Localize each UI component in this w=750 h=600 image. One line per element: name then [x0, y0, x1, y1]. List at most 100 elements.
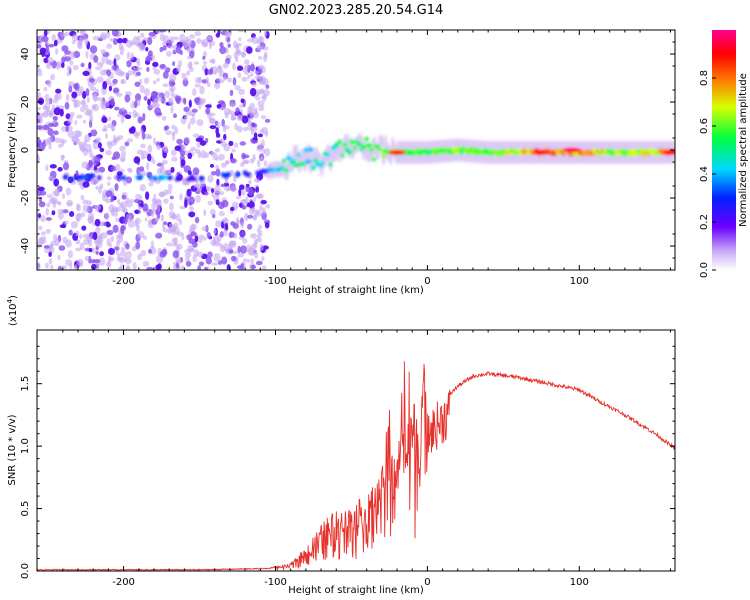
noise-speck [132, 262, 137, 270]
noise-speck [50, 196, 58, 204]
noise-speck [184, 137, 191, 145]
noise-speck [168, 97, 172, 105]
noise-speck [211, 58, 216, 65]
noise-speck [37, 106, 42, 111]
noise-speck [187, 244, 195, 252]
noise-speck [253, 240, 258, 249]
noise-speck [91, 247, 96, 253]
noise-speck [237, 72, 242, 79]
noise-speck [73, 99, 78, 109]
noise-speck [137, 253, 143, 261]
noise-speck [134, 93, 142, 102]
noise-speck [147, 98, 151, 106]
noise-speck [37, 112, 46, 118]
noise-speck [87, 216, 94, 224]
noise-speck [193, 183, 200, 189]
noise-speck [203, 61, 208, 65]
noise-speck [37, 67, 41, 72]
noise-speck [201, 226, 208, 232]
noise-speck [213, 228, 217, 235]
noise-speck [85, 51, 89, 59]
noise-speck [219, 46, 227, 55]
noise-speck [123, 216, 128, 225]
noise-speck [143, 96, 148, 101]
noise-speck [205, 77, 209, 84]
ridge-core [349, 139, 356, 145]
noise-speck [107, 141, 113, 150]
noise-speck [250, 233, 257, 239]
noise-speck [136, 60, 141, 67]
noise-speck [227, 77, 233, 83]
noise-speck [175, 45, 182, 54]
noise-speck [207, 174, 214, 183]
noise-speck [167, 44, 175, 49]
noise-speck [133, 198, 141, 203]
noise-speck [39, 236, 45, 245]
noise-speck [137, 41, 143, 49]
noise-speck [194, 30, 201, 37]
noise-speck [213, 186, 221, 194]
noise-speck [47, 43, 55, 48]
noise-speck [208, 43, 212, 50]
noise-speck [76, 114, 83, 119]
noise-speck [140, 249, 147, 257]
noise-speck [89, 114, 94, 123]
noise-speck [80, 194, 85, 201]
noise-speck [190, 223, 197, 230]
noise-speck [82, 119, 87, 124]
snr-panel: -200 -100 0 100 0.0 0.5 1.0 1.5 Height of strai… [6, 295, 676, 596]
noise-speck [179, 205, 187, 210]
noise-speck [185, 261, 192, 267]
noise-speck [236, 65, 244, 71]
noise-speck [154, 217, 159, 222]
noise-speck [170, 105, 174, 114]
noise-speck [80, 30, 85, 35]
y-tick-label: 0.0 [20, 563, 31, 579]
noise-speck [183, 97, 187, 105]
noise-speck [107, 255, 112, 263]
noise-speck [109, 197, 114, 203]
noise-speck [128, 111, 132, 116]
noise-speck [61, 265, 68, 270]
noise-speck [95, 266, 100, 270]
noise-speck [117, 266, 123, 270]
noise-speck [230, 116, 237, 121]
noise-speck [246, 46, 253, 54]
noise-speck [107, 181, 111, 186]
noise-speck [140, 32, 145, 39]
noise-speck [81, 99, 86, 108]
noise-speck [47, 128, 54, 136]
noise-speck [196, 119, 204, 127]
noise-speck [230, 255, 237, 262]
noise-speck [37, 118, 41, 124]
noise-speck [57, 208, 64, 214]
noise-speck [259, 205, 263, 211]
noise-speck [162, 83, 169, 88]
noise-speck [175, 173, 179, 178]
noise-speck [236, 114, 243, 121]
noise-speck [192, 88, 197, 96]
noise-speck [222, 62, 229, 69]
noise-speck [38, 225, 43, 230]
noise-speck [82, 181, 90, 188]
noise-speck [257, 89, 265, 95]
noise-speck [219, 138, 225, 143]
noise-speck [71, 135, 79, 142]
noise-speck [54, 238, 60, 247]
noise-speck [183, 115, 188, 120]
noise-speck [141, 131, 146, 140]
noise-speck [84, 37, 89, 46]
noise-speck [142, 261, 150, 267]
noise-speck [173, 113, 177, 118]
ridge-core [303, 147, 309, 153]
noise-speck [234, 123, 238, 131]
noise-speck [121, 194, 127, 200]
noise-speck [176, 65, 181, 73]
noise-speck [255, 260, 263, 266]
noise-speck [119, 145, 126, 152]
noise-speck [82, 204, 90, 213]
ridge-core [341, 142, 348, 148]
noise-speck [189, 66, 194, 73]
noise-speck [151, 209, 155, 217]
noise-speck [171, 213, 177, 220]
